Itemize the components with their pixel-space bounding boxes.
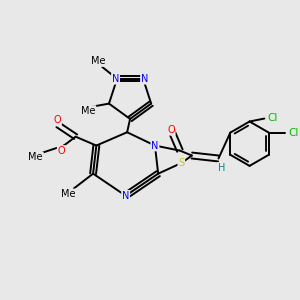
Text: O: O: [167, 125, 175, 135]
Text: Me: Me: [28, 152, 43, 162]
Text: N: N: [122, 191, 129, 201]
Text: Cl: Cl: [267, 113, 278, 123]
Text: S: S: [178, 158, 184, 168]
Text: Me: Me: [61, 189, 76, 200]
Text: N: N: [112, 74, 119, 84]
Text: O: O: [58, 146, 65, 156]
Text: N: N: [141, 74, 148, 84]
Text: Me: Me: [81, 106, 95, 116]
Text: H: H: [218, 163, 225, 173]
Text: N: N: [151, 141, 159, 151]
Text: Cl: Cl: [288, 128, 298, 138]
Text: Me: Me: [91, 56, 105, 66]
Text: O: O: [53, 116, 61, 125]
